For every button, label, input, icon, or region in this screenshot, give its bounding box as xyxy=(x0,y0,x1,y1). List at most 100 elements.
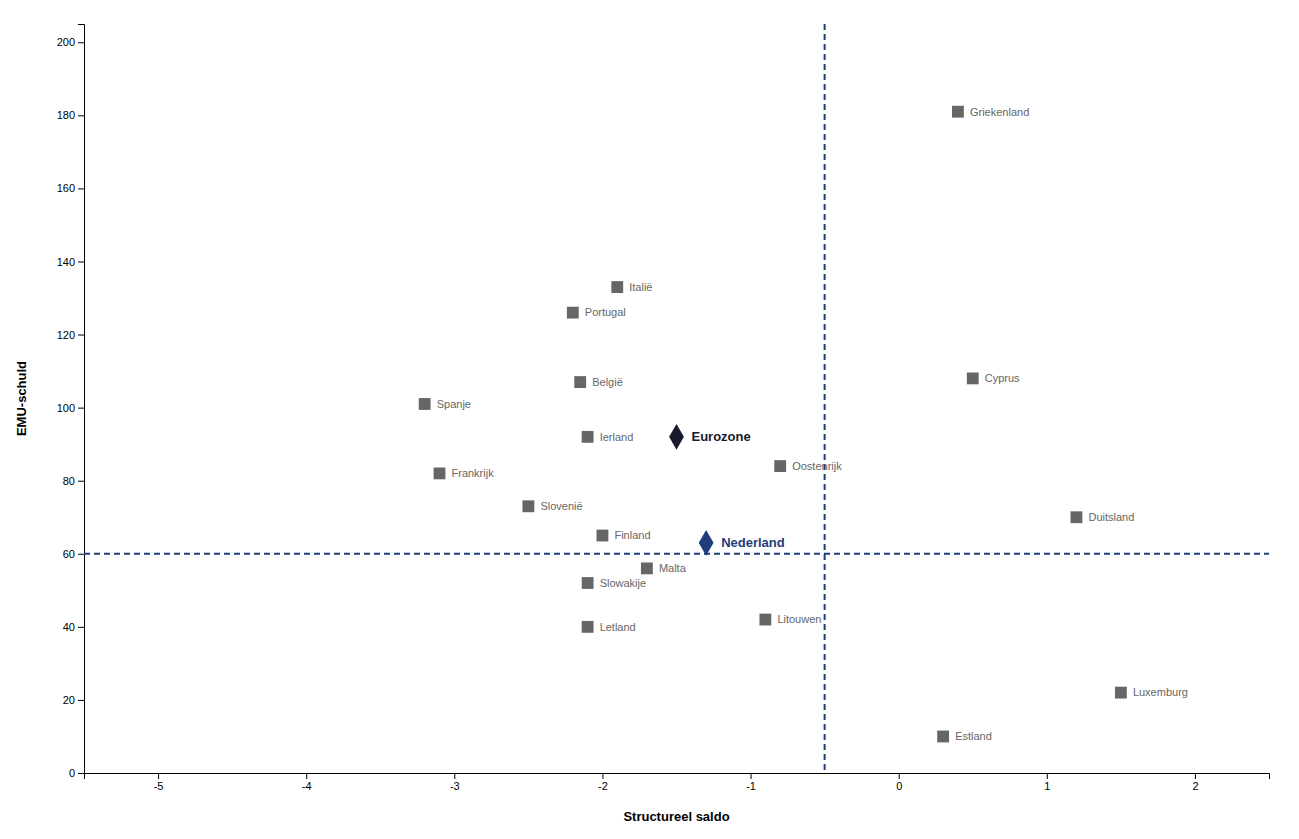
x-tick-label: 1 xyxy=(1044,780,1050,792)
y-tick-mark xyxy=(78,481,84,482)
marker xyxy=(582,577,594,589)
point-label: Slovenië xyxy=(540,500,582,512)
x-tick: 1 xyxy=(1044,773,1050,792)
chart: -5-4-3-2-1012020406080100120140160180200… xyxy=(0,0,1299,839)
y-tick: 0 xyxy=(69,767,84,779)
x-axis: -5 -4 -3 -2 -1 0 1 2 xyxy=(85,773,1270,792)
y-tick-label: 180 xyxy=(57,109,75,121)
point-label: Litouwen xyxy=(777,613,821,625)
x-tick-label: 2 xyxy=(1192,780,1198,792)
y-tick-label: 20 xyxy=(63,694,75,706)
marker xyxy=(582,621,594,633)
marker xyxy=(597,530,609,542)
point-label: Eurozone xyxy=(692,429,751,444)
y-axis-title: EMU-schuld xyxy=(14,361,29,436)
y-tick-label: 0 xyxy=(69,767,75,779)
point-label: Malta xyxy=(659,562,687,574)
y-tick-label: 120 xyxy=(57,329,75,341)
x-tick-label: -5 xyxy=(154,780,164,792)
x-axis-line xyxy=(85,774,1270,780)
marker xyxy=(774,460,786,472)
x-tick-label: -1 xyxy=(746,780,756,792)
marker xyxy=(582,431,594,443)
point-label: Frankrijk xyxy=(452,467,495,479)
y-tick: 100 xyxy=(57,402,84,414)
marker xyxy=(419,398,431,410)
y-tick-label: 100 xyxy=(57,402,75,414)
point-label: Slowakije xyxy=(600,577,646,589)
y-tick-mark xyxy=(78,554,84,555)
horizontal-reference-line xyxy=(84,553,1269,555)
marker xyxy=(669,424,684,450)
y-tick-mark xyxy=(78,408,84,409)
y-tick-label: 200 xyxy=(57,36,75,48)
x-tick: -3 xyxy=(450,773,460,792)
plot-area xyxy=(84,24,1269,773)
x-axis-title: Structureel saldo xyxy=(623,809,729,824)
x-tick: 2 xyxy=(1192,773,1198,792)
y-tick: 120 xyxy=(57,329,84,341)
x-tick-mark xyxy=(158,773,159,779)
marker xyxy=(1115,687,1127,699)
x-tick-label: -4 xyxy=(302,780,312,792)
x-tick: -2 xyxy=(598,773,608,792)
y-tick: 20 xyxy=(63,694,84,706)
x-tick-mark xyxy=(899,773,900,779)
x-tick-mark xyxy=(306,773,307,779)
series-0 xyxy=(419,106,1127,743)
point-label: Luxemburg xyxy=(1133,686,1188,698)
x-tick: 0 xyxy=(896,773,902,792)
point-label: Portugal xyxy=(585,306,626,318)
x-tick-label: 0 xyxy=(896,780,902,792)
x-tick-mark xyxy=(1195,773,1196,779)
y-tick-label: 140 xyxy=(57,256,75,268)
y-tick-mark xyxy=(78,42,84,43)
x-tick: -5 xyxy=(154,773,164,792)
series-1 xyxy=(669,424,684,450)
y-tick: 140 xyxy=(57,256,84,268)
y-tick: 160 xyxy=(57,182,84,194)
x-tick-mark xyxy=(454,773,455,779)
y-tick: 200 xyxy=(57,36,84,48)
y-tick: 180 xyxy=(57,109,84,121)
y-tick: 60 xyxy=(63,548,84,560)
point-label: België xyxy=(592,376,623,388)
y-tick-label: 60 xyxy=(63,548,75,560)
y-tick-mark xyxy=(78,335,84,336)
point-label: Nederland xyxy=(721,535,785,550)
point-label: Cyprus xyxy=(985,372,1020,384)
point-label: Ierland xyxy=(600,431,634,443)
point-label: Spanje xyxy=(437,398,471,410)
x-tick: -1 xyxy=(746,773,756,792)
marker xyxy=(574,376,586,388)
marker xyxy=(522,500,534,512)
y-tick-mark xyxy=(78,188,84,189)
point-label: Griekenland xyxy=(970,106,1029,118)
point-label: Estland xyxy=(955,730,992,742)
marker xyxy=(611,281,623,293)
x-tick-label: -2 xyxy=(598,780,608,792)
point-label: Duitsland xyxy=(1088,511,1134,523)
y-tick: 40 xyxy=(63,621,84,633)
point-label: Oostenrijk xyxy=(792,460,842,472)
y-tick-mark xyxy=(78,261,84,262)
marker xyxy=(699,530,714,556)
marker xyxy=(952,106,964,118)
y-tick-mark xyxy=(78,627,84,628)
marker xyxy=(567,307,579,319)
y-tick-mark xyxy=(78,700,84,701)
vertical-reference-line xyxy=(824,24,826,773)
point-labels: Griekenland Italië Portugal België Cyprus Spa… xyxy=(437,106,1188,743)
marker xyxy=(937,731,949,743)
y-tick-label: 40 xyxy=(63,621,75,633)
y-tick-mark xyxy=(78,773,84,774)
marker xyxy=(641,562,653,574)
y-tick: 80 xyxy=(63,475,84,487)
y-tick-label: 80 xyxy=(63,475,75,487)
marker xyxy=(759,614,771,626)
series-2 xyxy=(699,530,714,556)
point-label: Finland xyxy=(614,529,650,541)
point-label: Italië xyxy=(629,281,652,293)
x-tick-label: -3 xyxy=(450,780,460,792)
x-tick-mark xyxy=(751,773,752,779)
